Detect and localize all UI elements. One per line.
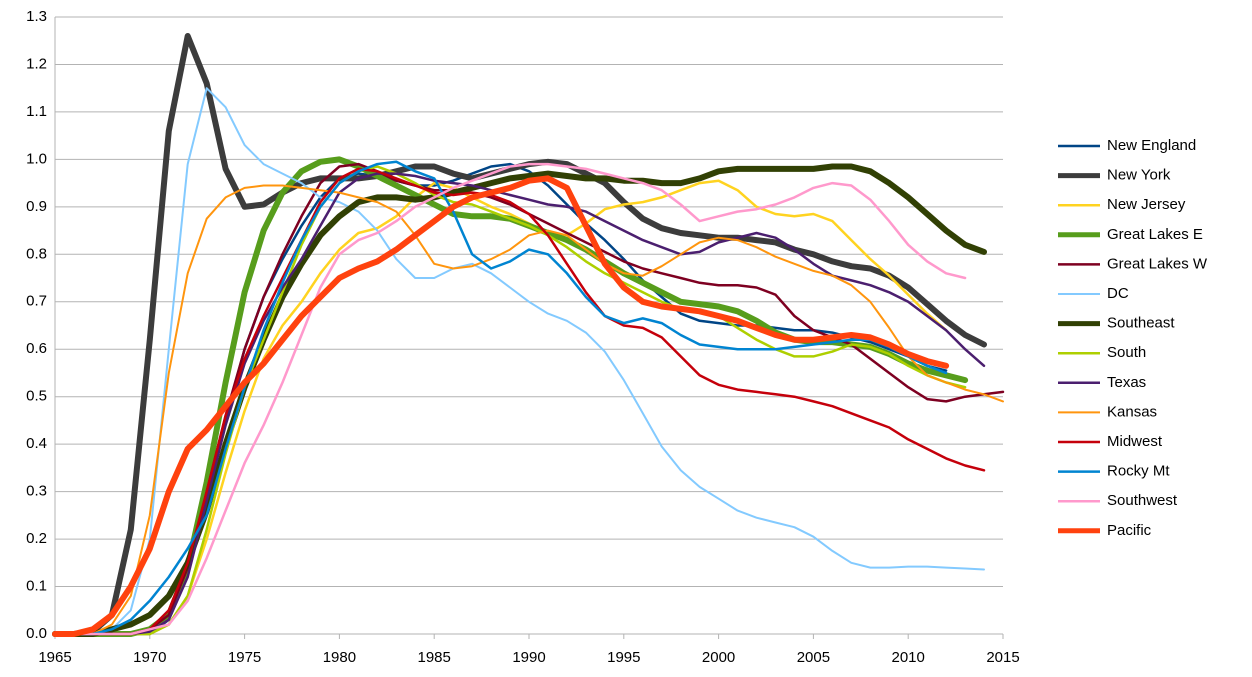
y-tick-label: 0.1 (26, 578, 47, 595)
x-tick-label: 1980 (323, 649, 356, 666)
series-line (52, 175, 950, 637)
series-line (52, 163, 987, 637)
series-line (53, 165, 967, 636)
series-line (53, 160, 948, 636)
series-line (54, 87, 985, 635)
y-tick-label: 0.7 (26, 293, 47, 310)
legend-label: Great Lakes W (1107, 255, 1208, 272)
y-tick-label: 0.8 (26, 245, 47, 262)
y-tick-label: 0.3 (26, 483, 47, 500)
series-line (53, 172, 986, 636)
legend-label: Southwest (1107, 492, 1178, 509)
x-tick-label: 1995 (607, 649, 640, 666)
legend-label: Southeast (1107, 315, 1175, 332)
x-tick-label: 2000 (702, 649, 735, 666)
legend-label: New Jersey (1107, 196, 1186, 213)
y-tick-label: 0.9 (26, 198, 47, 215)
legend-label: Great Lakes E (1107, 226, 1203, 243)
x-tick-label: 1975 (228, 649, 261, 666)
x-tick-label: 2005 (797, 649, 830, 666)
y-tick-label: 1.1 (26, 103, 47, 120)
x-tick-label: 1965 (38, 649, 71, 666)
legend-label: Kansas (1107, 403, 1157, 420)
y-tick-label: 0.0 (26, 625, 47, 642)
x-tick-label: 1985 (418, 649, 451, 666)
x-tick-label: 1990 (512, 649, 545, 666)
series-line (53, 179, 948, 636)
legend-label: DC (1107, 285, 1129, 302)
legend-label: New England (1107, 137, 1196, 154)
x-tick-label: 1970 (133, 649, 166, 666)
legend-label: Texas (1107, 374, 1146, 391)
y-tick-label: 0.4 (26, 435, 47, 452)
x-tick-label: 2010 (892, 649, 925, 666)
y-tick-label: 1.3 (26, 8, 47, 25)
y-tick-label: 0.6 (26, 340, 47, 357)
y-tick-label: 1.2 (26, 55, 47, 72)
legend-label: Midwest (1107, 433, 1163, 450)
legend-label: Pacific (1107, 522, 1152, 539)
y-tick-label: 0.5 (26, 388, 47, 405)
y-tick-label: 1.0 (26, 150, 47, 167)
series-line (53, 162, 967, 636)
series-line (53, 167, 986, 636)
legend-label: Rocky Mt (1107, 463, 1170, 480)
series-line (54, 184, 1004, 635)
legend-label: South (1107, 344, 1146, 361)
legend-label: New York (1107, 167, 1171, 184)
x-tick-label: 2015 (986, 649, 1019, 666)
y-tick-label: 0.2 (26, 530, 47, 547)
